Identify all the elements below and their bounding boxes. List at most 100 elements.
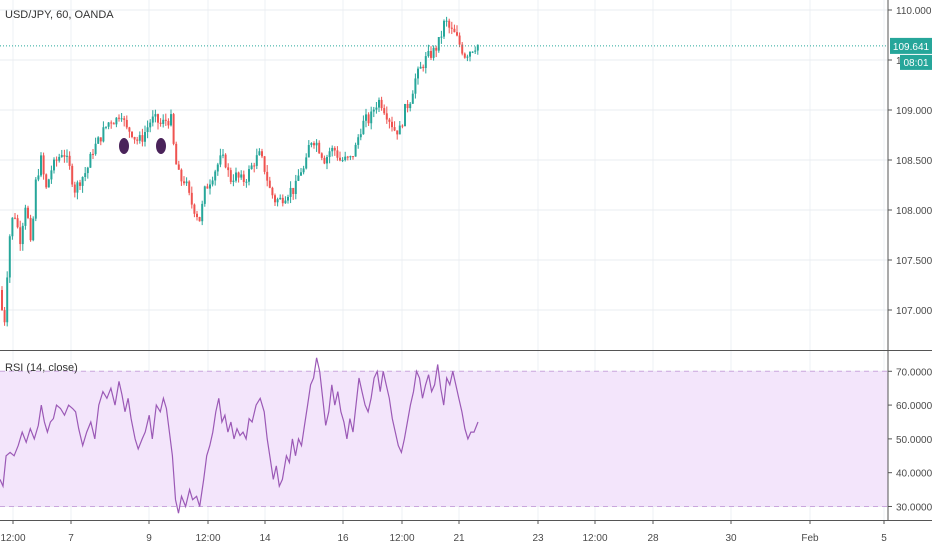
candle-body	[466, 56, 469, 58]
candle-body	[326, 157, 328, 164]
candle-body	[315, 142, 318, 146]
candlestick-series	[1, 16, 479, 327]
candle-body	[123, 118, 126, 120]
candle-body	[289, 187, 292, 197]
candle-body	[125, 119, 128, 128]
candle-body	[232, 180, 235, 182]
candle-body	[201, 203, 204, 222]
candle-body	[476, 44, 479, 51]
candle-body	[102, 127, 105, 142]
candle-body	[81, 176, 84, 186]
candle-body	[396, 130, 399, 135]
candle-body	[419, 66, 422, 69]
time-axis[interactable]: 12:00 7 9 12:00 14 16 12:00 21 23 12:00 28 30 Feb 5	[0, 520, 887, 544]
candle-body	[401, 125, 404, 127]
candle-body	[16, 218, 19, 228]
candle-body	[216, 164, 219, 172]
price-tags: 109.641 08:01	[890, 37, 932, 70]
candle-body	[255, 155, 258, 166]
candle-body	[8, 236, 11, 278]
price-tick-label: 107.500	[896, 256, 932, 267]
candle-body	[193, 204, 196, 214]
candle-body	[305, 157, 308, 169]
candle-body	[268, 180, 271, 188]
candle-body	[240, 174, 243, 178]
candle-body	[302, 168, 305, 173]
candle-body	[29, 217, 32, 241]
price-tick-label: 110.000	[896, 6, 932, 17]
candle-body	[214, 171, 217, 181]
candle-body	[380, 99, 383, 109]
candle-body	[414, 78, 417, 94]
candle-body	[229, 170, 232, 182]
candle-body	[463, 53, 466, 58]
candle-body	[266, 171, 269, 181]
candle-body	[271, 187, 274, 196]
candle-body	[86, 167, 89, 174]
candle-body	[185, 181, 188, 184]
time-tick-label: 9	[146, 533, 152, 544]
candle-body	[190, 192, 193, 205]
candle-body	[339, 157, 341, 161]
candle-body	[14, 217, 16, 219]
candle-body	[110, 122, 113, 124]
candle-body	[261, 151, 263, 157]
candle-body	[248, 169, 250, 182]
candle-body	[432, 47, 435, 58]
candle-body	[440, 36, 443, 38]
candle-body	[19, 227, 22, 245]
candle-body	[453, 28, 456, 33]
candle-body	[136, 139, 139, 141]
time-tick-label: 5	[881, 533, 887, 544]
event-marker-dot	[119, 138, 129, 154]
candle-body	[55, 159, 58, 161]
rsi-axis[interactable]: 30.0000 40.0000 50.0000 60.0000 70.0000	[888, 367, 932, 513]
candle-body	[258, 151, 261, 156]
candle-body	[224, 154, 227, 168]
rsi-tick-label: 50.0000	[896, 435, 932, 446]
candle-body	[162, 119, 165, 124]
candle-body	[188, 181, 191, 193]
event-markers	[119, 138, 166, 154]
candle-body	[443, 20, 445, 37]
candle-body	[346, 156, 349, 158]
time-tick-label: 28	[647, 533, 659, 544]
rsi-band-layer	[0, 370, 888, 507]
candle-body	[383, 108, 386, 114]
candle-body	[276, 199, 279, 203]
candle-body	[458, 35, 461, 45]
candle-body	[159, 122, 162, 124]
candle-body	[211, 180, 214, 185]
candle-body	[307, 145, 310, 158]
candle-body	[287, 196, 289, 201]
candle-body	[318, 142, 321, 154]
candle-body	[34, 179, 37, 219]
candle-body	[333, 147, 336, 151]
candle-body	[11, 217, 14, 237]
candle-body	[365, 114, 367, 121]
candle-body	[445, 20, 448, 22]
time-tick-label: 12:00	[195, 533, 220, 544]
candle-body	[349, 156, 352, 158]
candle-body	[164, 119, 167, 121]
candle-body	[284, 200, 287, 204]
candle-body	[253, 165, 256, 167]
rsi-line	[0, 357, 479, 514]
candle-body	[367, 114, 370, 124]
candle-body	[58, 156, 61, 161]
candle-body	[50, 170, 53, 180]
candle-body	[144, 132, 146, 142]
candle-body	[63, 155, 66, 157]
candle-body	[206, 186, 209, 189]
candle-body	[172, 114, 175, 144]
candle-body	[250, 165, 253, 170]
candle-body	[170, 114, 172, 126]
countdown-tag	[900, 54, 932, 70]
candle-body	[222, 154, 224, 156]
candle-body	[263, 156, 266, 172]
candle-body	[1, 290, 3, 311]
candle-body	[112, 123, 115, 125]
candle-body	[354, 144, 357, 157]
candle-body	[352, 156, 354, 158]
